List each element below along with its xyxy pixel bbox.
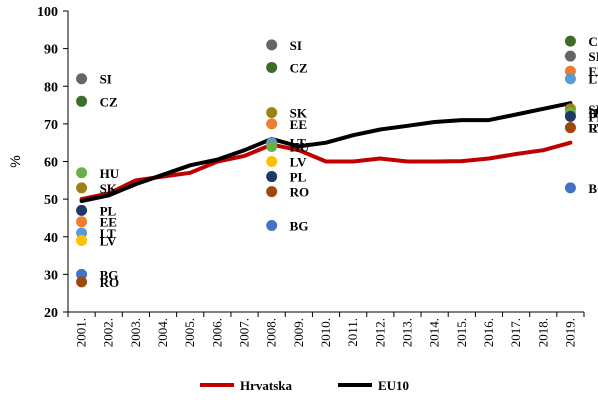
x-tick-label: 2008. [264,318,279,347]
country-point-cz [266,61,278,73]
country-label-hu: HU [588,106,598,121]
x-tick-label: 2014. [427,318,442,347]
country-point-ee [266,118,278,130]
country-point-cz [76,95,88,107]
y-tick-label: 60 [44,156,58,171]
y-tick-label: 40 [44,231,58,246]
country-label-lv: LV [588,121,598,136]
country-point-pl [564,110,576,122]
country-point-ee [76,216,88,228]
y-tick-label: 30 [44,268,58,283]
country-label-ee: EE [588,64,598,79]
country-point-si [76,73,88,85]
y-tick-label: 70 [44,118,58,133]
legend-label-eu10: EU10 [378,378,409,393]
chart-series [79,101,573,203]
y-tick-label: 90 [44,43,58,58]
country-point-ee [564,65,576,77]
y-tick-label: 80 [44,80,58,95]
x-tick-label: 2010. [318,318,333,347]
country-point-lv [76,235,88,247]
x-tick-label: 2011. [345,318,360,347]
x-tick-label: 2001. [74,318,89,347]
country-label-hu: HU [290,139,310,154]
country-label-sk: SK [100,181,118,196]
country-label-cz: CZ [100,94,118,109]
x-tick-label: 2009. [291,318,306,347]
country-point-sk [266,107,278,119]
x-tick-label: 2013. [399,318,414,347]
country-label-hu: HU [100,166,120,181]
country-point-hu [76,167,88,179]
country-label-si: SI [290,38,302,53]
country-point-ro [564,122,576,134]
country-label-bg: BG [290,218,309,233]
country-label-sk: SK [588,102,598,117]
chart-country-points: SICZHUSKPLEELTLVBGROSICZSKEELTHULVPLROBG… [76,34,598,290]
country-point-cz [564,35,576,47]
chart-axes: 20 30 40 50 60 70 80 90 100 2001. 2002. 2003. 2004. 2… [7,5,585,347]
x-tick-label: 2007. [237,318,252,347]
country-label-lv: LV [290,155,307,170]
country-label-cz: CZ [290,60,308,75]
series-line-eu10 [79,101,573,203]
country-point-ro [266,186,278,198]
country-point-si [564,50,576,62]
country-point-si [266,39,278,51]
x-tick-label: 2004. [155,318,170,347]
country-point-bg [564,182,576,194]
country-point-pl [266,171,278,183]
country-point-lt [76,227,88,239]
country-point-ro [76,276,88,288]
chart-legend: Hrvatska EU10 [200,378,409,393]
country-label-sk: SK [290,106,308,121]
country-label-si: SI [588,49,598,64]
country-point-bg [266,219,278,231]
country-label-ee: EE [100,215,117,230]
x-tick-label: 2017. [508,318,523,347]
y-axis-label: % [7,155,23,167]
x-tick-label: 2012. [372,318,387,347]
x-tick-label: 2006. [209,318,224,347]
y-tick-label: 20 [44,306,58,321]
x-tick-label: 2003. [128,318,143,347]
country-label-pl: PL [290,170,307,185]
legend-label-hrvatska: Hrvatska [240,378,293,393]
country-label-ro: RO [290,185,310,200]
country-label-bg: BG [100,267,119,282]
country-point-sk [76,182,88,194]
x-tick-label: 2018. [535,318,550,347]
y-tick-label: 50 [44,193,58,208]
country-label-cz: CZ [588,34,598,49]
country-label-si: SI [100,72,112,87]
country-label-ro: RO [588,121,598,136]
country-point-lv [266,156,278,167]
country-label-lt: LT [588,72,598,87]
country-label-lv: LV [100,234,117,249]
x-tick-label: 2019. [562,318,577,347]
country-point-hu [266,140,278,152]
country-point-pl [76,204,88,216]
country-label-bg: BG [588,181,598,196]
x-tick-label: 2016. [481,318,496,347]
country-label-ro: RO [100,275,120,290]
country-label-lt: LT [290,136,306,151]
series-line-hrvatska [79,140,573,202]
country-label-lt: LT [100,226,116,241]
x-tick-label: 2002. [101,318,116,347]
country-point-lt [564,73,576,85]
x-tick-label: 2015. [454,318,469,347]
country-point-bg [76,268,88,280]
y-tick-label: 100 [37,5,58,20]
country-label-pl: PL [588,109,598,124]
country-label-pl: PL [100,203,117,218]
country-label-ee: EE [290,117,307,132]
x-tick-label: 2005. [182,318,197,347]
